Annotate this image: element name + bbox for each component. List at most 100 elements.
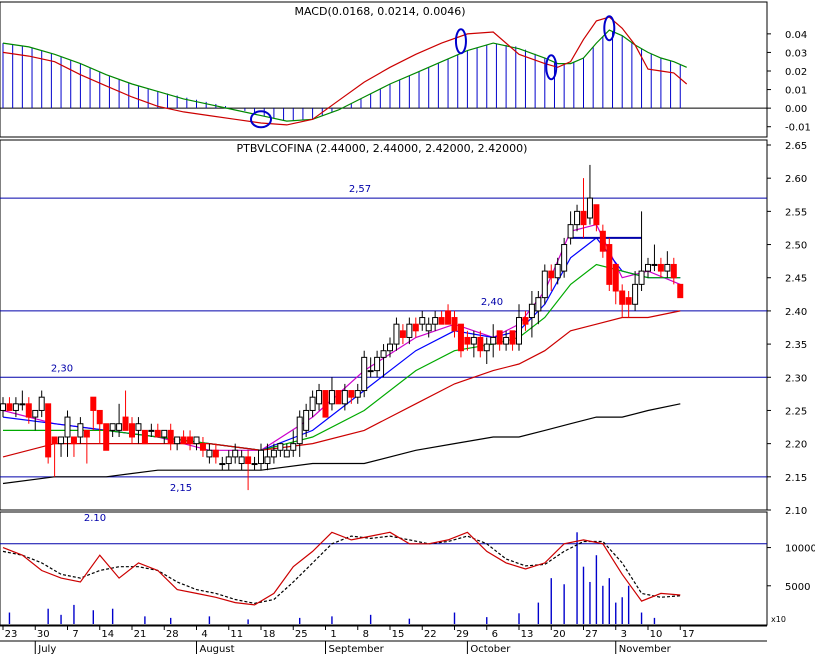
candle-body <box>567 224 574 239</box>
candle-body <box>670 263 677 279</box>
candle-body <box>193 436 200 445</box>
candle-body <box>561 244 568 272</box>
candle-body <box>612 263 619 292</box>
candle-body <box>387 343 393 352</box>
x-day-label: 25 <box>295 629 308 640</box>
candle-body <box>199 443 206 451</box>
axis-multiplier-label: x10 <box>771 615 786 624</box>
candle-body <box>154 429 161 438</box>
macd-panel: MACD(0.0168, 0.0214, 0.0046) 0.04 0.03 0.0… <box>0 1 811 138</box>
x-day-label: 27 <box>585 629 598 640</box>
stochastic-panel-frame <box>0 511 768 626</box>
candle-body <box>606 244 613 285</box>
candle-body <box>219 463 226 466</box>
x-day-label: 3 <box>621 629 627 640</box>
price-y-tick-label: 2.45 <box>785 274 807 285</box>
candle-body <box>25 403 32 418</box>
x-day-label: 7 <box>72 629 78 640</box>
macd-y-tick-label: 0.01 <box>785 86 807 97</box>
candle-body <box>32 409 39 418</box>
x-day-label: 4 <box>201 629 207 640</box>
candle-body <box>580 210 587 226</box>
candle-body <box>412 323 419 332</box>
candle-body <box>309 396 316 411</box>
candle-body <box>586 197 593 219</box>
candle-body <box>77 423 84 438</box>
candle-body <box>12 403 19 411</box>
candle-body <box>206 449 213 458</box>
candle-body <box>0 403 6 411</box>
candle-body <box>264 456 271 465</box>
candle-body <box>483 343 490 352</box>
x-day-label: 14 <box>101 629 114 640</box>
price-y-tick-label: 2.55 <box>785 207 807 218</box>
x-day-label: 28 <box>166 629 179 640</box>
candle-body <box>238 456 245 465</box>
price-y-tick-label: 2.50 <box>785 241 807 252</box>
candle-body <box>380 350 387 358</box>
candle-body <box>38 396 45 411</box>
candle-body <box>367 370 374 373</box>
macd-y-tick-label: 0.00 <box>785 104 807 115</box>
candle-body <box>432 317 439 325</box>
candle-body <box>651 263 658 266</box>
candle-body <box>316 390 323 405</box>
candle-body <box>96 409 103 425</box>
candle-body <box>129 423 135 438</box>
candle-body <box>593 204 600 226</box>
candle-body <box>64 416 71 438</box>
candle-body <box>296 416 303 445</box>
candle-body <box>599 230 606 252</box>
x-axis: 23 30 7 14 21 28 4 11 18 25 1 8 15 22 29 6 13 20 27 3 10 17Ju… <box>0 625 767 654</box>
price-y-tick-label: 2.25 <box>785 406 807 417</box>
candle-body <box>109 423 116 431</box>
price-y-tick-label: 2.65 <box>785 141 807 152</box>
candle-body <box>83 429 90 438</box>
stochastic-d-line <box>2 535 681 605</box>
candle-body <box>645 263 651 272</box>
candle-body <box>457 323 464 352</box>
ema-red-line <box>2 310 681 458</box>
macd-annotation-circle <box>454 28 467 55</box>
price-y-tick-label: 2.20 <box>785 440 807 451</box>
candle-body <box>148 429 155 432</box>
x-day-label: 13 <box>521 629 534 640</box>
candle-body <box>335 390 342 405</box>
candle-body <box>625 297 632 305</box>
candle-body <box>664 263 671 272</box>
candle-body <box>70 436 77 445</box>
candle-body <box>341 390 348 405</box>
candle-body <box>374 356 381 372</box>
candle-body <box>677 283 684 299</box>
candle-body <box>141 429 148 445</box>
candle-body <box>58 436 65 445</box>
candle-body <box>406 323 413 338</box>
candle-body <box>619 290 626 305</box>
macd-annotation-circle <box>545 54 558 81</box>
macd-title: MACD(0.0168, 0.0214, 0.0046) <box>294 5 465 18</box>
candle-body <box>438 317 445 325</box>
x-day-label: 1 <box>330 629 336 640</box>
candle-body <box>638 270 645 285</box>
candle-body <box>174 436 181 445</box>
candle-body <box>548 270 555 279</box>
candle-body <box>657 263 664 272</box>
ema-green-line <box>3 263 681 451</box>
candle-body <box>167 429 174 445</box>
x-month-label: September <box>329 644 385 654</box>
candle-body <box>496 330 503 345</box>
macd-y-tick-label: 0.04 <box>785 30 807 41</box>
candle-body <box>541 270 548 299</box>
macd-panel-frame <box>0 1 768 138</box>
candle-body <box>470 336 477 345</box>
price-level-label: 2,30 <box>51 363 73 374</box>
x-day-label: 23 <box>5 629 18 640</box>
macd-annotation-circle <box>250 110 272 129</box>
candle-body <box>464 336 471 345</box>
ema-black-line <box>2 403 681 485</box>
x-month-label: October <box>470 644 511 654</box>
x-day-label: 20 <box>553 629 566 640</box>
stochastic-k-line <box>2 531 681 606</box>
candle-body <box>509 330 516 345</box>
